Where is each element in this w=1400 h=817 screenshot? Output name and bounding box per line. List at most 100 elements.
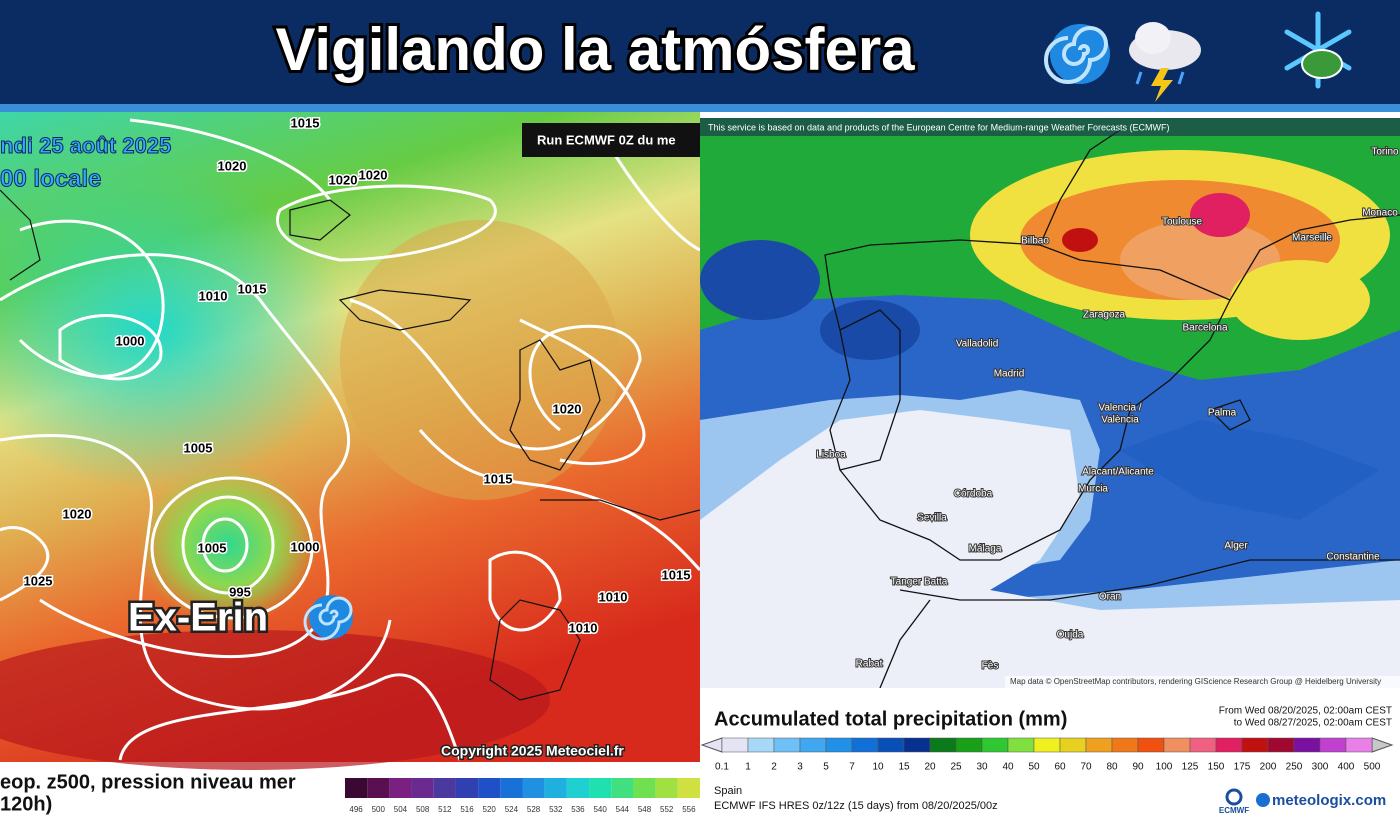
isobar-label: 1000 — [291, 539, 320, 554]
scale-swatch — [1163, 737, 1191, 753]
city-label: Córdoba — [954, 489, 993, 500]
scale-swatch — [677, 778, 700, 798]
storm-swirl — [303, 595, 353, 641]
scale-swatch — [721, 737, 749, 753]
scale-label: 5 — [823, 762, 829, 773]
isobar-label: 1020 — [63, 506, 92, 521]
cyclone-icon — [1044, 24, 1110, 84]
city-label: Alacant/Alicante — [1082, 467, 1154, 478]
precipitation-map — [700, 118, 1400, 689]
scale-swatch — [773, 737, 801, 753]
city-label: Alger — [1224, 541, 1248, 552]
scale-swatch — [655, 778, 678, 798]
scale-label: 10 — [872, 762, 884, 773]
scale-swatch — [433, 778, 456, 798]
legend-panel — [700, 688, 1400, 817]
city-label: Oujda — [1057, 630, 1084, 641]
scale-swatch — [478, 778, 501, 798]
city-label: Valencia / — [1098, 403, 1141, 414]
city-label: Oran — [1099, 592, 1121, 603]
scale-swatch — [877, 737, 905, 753]
scale-label: 200 — [1260, 762, 1277, 773]
scale-label: 524 — [505, 805, 519, 814]
city-label: Murcia — [1078, 484, 1108, 495]
scale-swatch — [1007, 737, 1035, 753]
scale-swatch — [411, 778, 434, 798]
scale-label: 150 — [1208, 762, 1225, 773]
scale-label: 552 — [660, 805, 674, 814]
scale-label: 175 — [1234, 762, 1251, 773]
ecmwf-logo: ECMWF — [1219, 806, 1249, 815]
meteologix-logo: meteologix.com — [1272, 792, 1386, 809]
city-label: Monaco — [1362, 208, 1398, 219]
isobar-label: 1010 — [599, 589, 628, 604]
scale-label: 400 — [1338, 762, 1355, 773]
period-end: to Wed 08/27/2025, 02:00am CEST — [1234, 718, 1392, 729]
isobar-label: 1020 — [329, 172, 358, 187]
isobar-label: 1025 — [24, 573, 53, 588]
scale-swatch — [389, 778, 412, 798]
city-label: Tanger Batta — [891, 577, 948, 588]
city-label: Madrid — [994, 369, 1025, 380]
scale-label: 90 — [1132, 762, 1144, 773]
scale-label: 60 — [1054, 762, 1066, 773]
scale-swatch — [851, 737, 879, 753]
scale-label: 504 — [394, 805, 408, 814]
scale-swatch — [522, 778, 545, 798]
city-label: Málaga — [969, 544, 1002, 555]
isobar-label: 1015 — [662, 567, 691, 582]
scale-label: 544 — [616, 805, 630, 814]
scale-label: 80 — [1106, 762, 1118, 773]
city-label: Barcelona — [1182, 323, 1227, 334]
scale-swatch — [633, 778, 656, 798]
run-label: Run ECMWF 0Z du me — [537, 132, 676, 147]
isobar-label: 1020 — [553, 401, 582, 416]
scale-swatch — [1293, 737, 1321, 753]
caption-line: 120h) — [0, 793, 52, 815]
scale-swatch — [929, 737, 957, 753]
scale-label: 500 — [372, 805, 386, 814]
city-label: Marseille — [1292, 233, 1332, 244]
storm-label: Ex-Erin — [128, 596, 268, 640]
meteologix-icon — [1256, 793, 1270, 807]
geopotential-scale: 496 500 504 508 512 516 520 524 528 532 536 540 544 5… — [345, 778, 700, 814]
scale-swatch — [611, 778, 634, 798]
isobar-label: 1015 — [238, 281, 267, 296]
scale-label: 7 — [849, 762, 855, 773]
scale-swatch — [455, 778, 479, 798]
scale-swatch — [1033, 737, 1061, 753]
scale-swatch — [566, 778, 590, 798]
scale-label: 500 — [1364, 762, 1381, 773]
legend-title: Accumulated total precipitation (mm) — [714, 708, 1067, 730]
scale-label: 536 — [571, 805, 585, 814]
scale-swatch — [1267, 737, 1295, 753]
scale-label: 0.1 — [715, 762, 729, 773]
scale-swatch — [1137, 737, 1165, 753]
city-label: Torino — [1371, 147, 1399, 158]
city-label: Constantine — [1326, 552, 1380, 563]
scale-label: 30 — [976, 762, 988, 773]
city-label: Valladolid — [956, 339, 999, 350]
isobar-label: 1020 — [218, 158, 247, 173]
scale-swatch — [500, 778, 523, 798]
scale-swatch — [1111, 737, 1139, 753]
scale-label: 100 — [1156, 762, 1173, 773]
scale-swatch — [544, 778, 567, 798]
scale-swatch — [1059, 737, 1087, 753]
scale-label: 532 — [549, 805, 563, 814]
scale-swatch — [1085, 737, 1113, 753]
scale-label: 2 — [771, 762, 777, 773]
scale-label: 125 — [1182, 762, 1199, 773]
scale-label: 15 — [898, 762, 910, 773]
scale-label: 1 — [745, 762, 751, 773]
isobar-label: 1005 — [184, 440, 213, 455]
scale-swatch — [1189, 737, 1217, 753]
period-start: From Wed 08/20/2025, 02:00am CEST — [1219, 706, 1392, 717]
city-label: Fès — [982, 661, 999, 672]
scale-swatch — [903, 737, 931, 753]
scale-label: 508 — [416, 805, 430, 814]
snow-logo — [1284, 11, 1352, 89]
isobar-label: 1000 — [116, 333, 145, 348]
map-time: 00 locale — [0, 165, 101, 192]
